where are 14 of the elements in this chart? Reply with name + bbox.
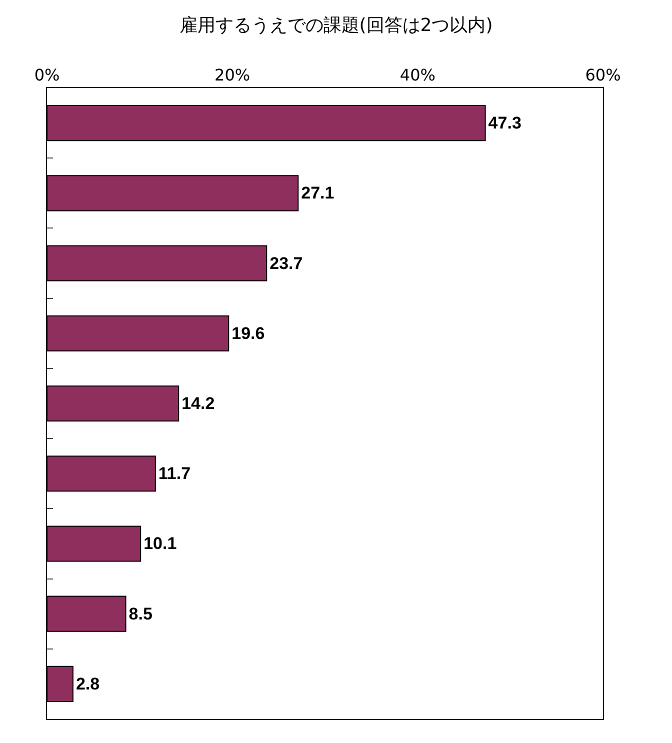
x-tick-label: 40% [400,66,436,85]
data-label: 19.6 [232,324,265,343]
data-label: 47.3 [488,114,522,133]
x-tick-label: 0% [34,66,60,85]
data-label: 8.5 [128,604,152,624]
data-label: 10.1 [144,534,177,554]
chart-title: 雇用するうえでの課題(回答は2つ以内) [179,15,493,36]
x-tick-label: 60% [585,66,621,85]
data-label: 27.1 [301,184,334,203]
data-label: 23.7 [270,254,303,273]
data-label: 2.8 [76,674,100,694]
x-tick-label: 20% [214,66,250,85]
data-label: 11.7 [158,464,191,484]
data-label: 14.2 [182,394,215,413]
